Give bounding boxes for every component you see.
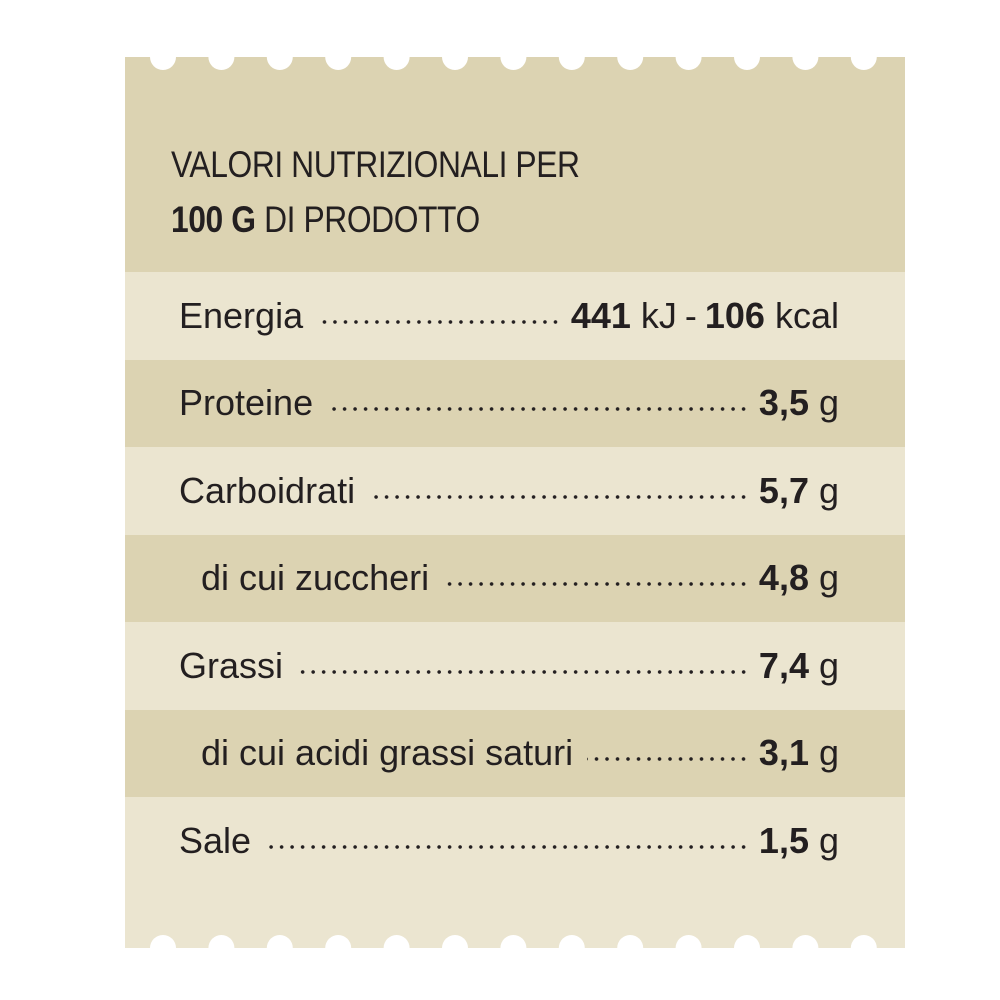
nutrient-label: di cui acidi grassi saturi <box>201 732 574 774</box>
nutrient-label: Grassi <box>179 644 284 686</box>
notch <box>383 935 410 961</box>
notch <box>792 935 819 961</box>
notch <box>500 44 527 70</box>
value: 7,4 <box>758 644 809 686</box>
nutrient-row: Energia 441 kJ -106 kcal <box>125 272 905 360</box>
nutrient-row: di cui zuccheri 4,8 g <box>125 534 905 622</box>
nutrient-label: Energia <box>179 294 304 336</box>
value: 441 <box>570 294 631 336</box>
value: 1,5 <box>758 819 809 861</box>
unit: g <box>818 382 839 424</box>
notch <box>266 935 293 961</box>
notch <box>442 44 468 70</box>
notch <box>734 935 760 961</box>
rows: Energia 441 kJ -106 kcal Proteine 3,5 g Carboidr… <box>125 272 905 885</box>
notch <box>325 935 352 961</box>
nutrient-row: di cui acidi grassi saturi 3,1 g <box>125 709 905 797</box>
title-line: 100 G DI PRODOTTO <box>171 192 802 247</box>
leader-dots <box>587 755 749 764</box>
title-bold: 100 G <box>171 199 256 240</box>
unit: g <box>818 732 839 774</box>
value: 3,1 <box>758 732 809 774</box>
nutrient-value: 3,5 g <box>759 382 839 424</box>
leader-dots <box>317 317 561 326</box>
notch <box>850 935 877 961</box>
nutrient-value: 4,8 g <box>759 557 839 599</box>
title-rest: DI PRODOTTO <box>264 199 480 240</box>
notch <box>150 935 176 961</box>
nutrient-label: Carboidrati <box>179 469 356 511</box>
notch <box>617 935 644 961</box>
nutrient-row: Sale 1,5 g <box>125 797 905 885</box>
nutrient-label: di cui zuccheri <box>201 557 430 599</box>
leader-dots <box>443 580 749 589</box>
notch <box>850 44 877 70</box>
unit: g <box>818 644 839 686</box>
nutrient-row: Grassi 7,4 g <box>125 622 905 710</box>
leader-dots <box>297 667 749 676</box>
notch <box>442 935 468 961</box>
nutrient-value: 5,7 g <box>759 470 839 512</box>
nutrient-value: 441 kJ -106 kcal <box>571 295 839 337</box>
unit: g <box>818 557 839 599</box>
nutrient-label: Proteine <box>179 382 314 424</box>
nutrient-row: Carboidrati 5,7 g <box>125 447 905 535</box>
notch <box>558 44 585 70</box>
nutrient-row: Proteine 3,5 g <box>125 359 905 447</box>
nutrient-value: 1,5 g <box>759 820 839 862</box>
separator: - <box>684 294 697 336</box>
leader-dots <box>327 405 749 414</box>
value: 4,8 <box>758 557 809 599</box>
label-header: VALORI NUTRIZIONALI PER 100 G DI PRODOTTO <box>125 57 905 272</box>
notch <box>675 44 702 70</box>
notch <box>617 44 644 70</box>
unit: g <box>818 819 839 861</box>
value: 5,7 <box>758 469 809 511</box>
notch <box>675 935 702 961</box>
notch <box>208 44 235 70</box>
notch <box>266 44 293 70</box>
notch <box>558 935 585 961</box>
unit: g <box>818 469 839 511</box>
value: 3,5 <box>758 382 809 424</box>
notch <box>792 44 819 70</box>
nutrient-label: Sale <box>179 819 252 861</box>
value: 106 <box>704 294 765 336</box>
leader-dots <box>369 492 749 501</box>
unit: kcal <box>774 294 839 336</box>
notch <box>325 44 352 70</box>
notch <box>383 44 410 70</box>
nutrient-value: 3,1 g <box>759 732 839 774</box>
leader-dots <box>265 842 749 851</box>
nutrition-label: VALORI NUTRIZIONALI PER 100 G DI PRODOTTO… <box>125 57 905 948</box>
notch <box>208 935 235 961</box>
title-line: VALORI NUTRIZIONALI PER <box>171 144 580 185</box>
nutrient-value: 7,4 g <box>759 645 839 687</box>
unit: kJ <box>640 294 677 336</box>
notch <box>500 935 527 961</box>
notch <box>150 44 176 70</box>
notch <box>734 44 760 70</box>
